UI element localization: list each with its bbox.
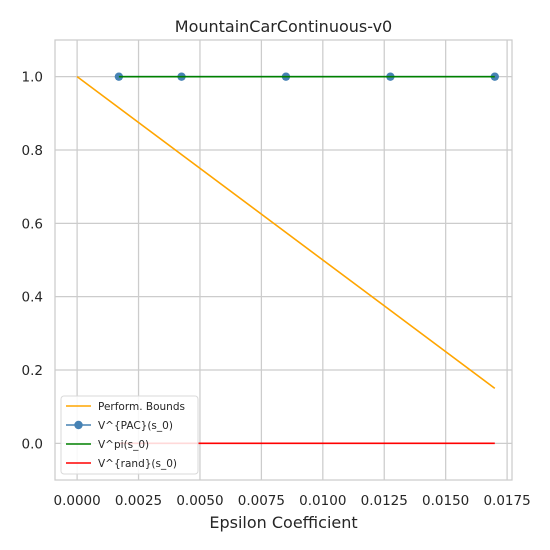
legend-label: V^{PAC}(s_0) — [98, 420, 173, 432]
series-line — [76, 76, 496, 389]
legend-item: V^pi(s_0) — [66, 439, 149, 451]
legend-item: V^{rand}(s_0) — [66, 458, 177, 470]
y-tick-labels: 0.0 0.2 0.4 0.6 0.8 1.0 — [22, 70, 43, 453]
legend-item: V^{PAC}(s_0) — [66, 420, 173, 432]
legend-label: V^{rand}(s_0) — [98, 458, 177, 470]
legend-box — [60, 395, 199, 475]
y-tick-label: 0.6 — [22, 216, 43, 232]
x-tick-label: 0.0000 — [53, 493, 100, 509]
x-tick-label: 0.0150 — [422, 493, 469, 509]
x-tick-label: 0.0025 — [115, 493, 162, 509]
legend-label: Perform. Bounds — [98, 401, 185, 413]
legend-item: Perform. Bounds — [66, 401, 185, 413]
y-tick-label: 0.4 — [22, 290, 43, 306]
chart-title: MountainCarContinuous-v0 — [175, 17, 392, 36]
y-tick-label: 1.0 — [22, 70, 43, 86]
x-tick-label: 0.0100 — [299, 493, 346, 509]
series-layer — [76, 72, 500, 445]
legend-label: V^pi(s_0) — [98, 439, 149, 451]
y-tick-label: 0.2 — [22, 363, 43, 379]
series-1 — [76, 76, 496, 389]
x-tick-label: 0.0075 — [238, 493, 285, 509]
x-tick-label: 0.0175 — [483, 493, 530, 509]
legend: Perform. Bounds V^{PAC}(s_0) V^pi(s_0) V^{r… — [60, 395, 199, 475]
plot-frame — [54, 39, 513, 481]
y-tick-label: 0.8 — [22, 143, 43, 159]
x-tick-label: 0.0125 — [361, 493, 408, 509]
x-tick-labels: 0.0000 0.0025 0.0050 0.0075 0.0100 0.0125 0.01… — [53, 493, 530, 509]
y-tick-label: 0.0 — [22, 436, 43, 452]
x-tick-label: 0.0050 — [176, 493, 223, 509]
legend-marker — [74, 420, 83, 430]
x-axis-title: Epsilon Coefficient — [209, 513, 357, 532]
